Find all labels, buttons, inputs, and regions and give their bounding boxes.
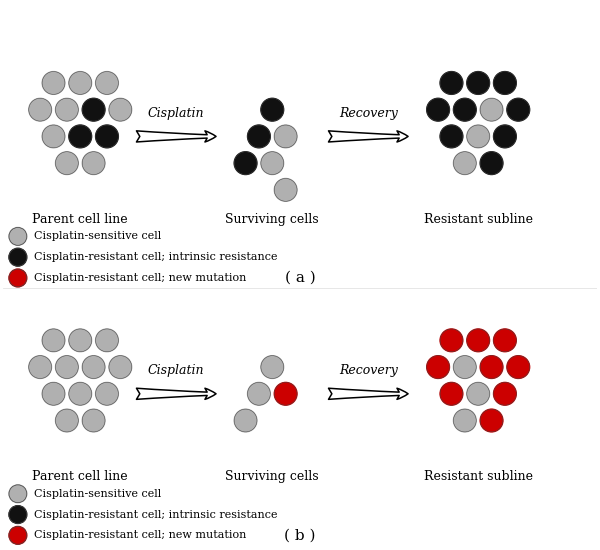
Circle shape: [55, 409, 78, 432]
Circle shape: [274, 179, 297, 201]
Circle shape: [467, 72, 490, 95]
Circle shape: [261, 356, 284, 378]
Circle shape: [29, 356, 52, 378]
Circle shape: [480, 152, 503, 174]
Circle shape: [95, 125, 118, 148]
Circle shape: [507, 98, 530, 121]
Text: Recovery: Recovery: [339, 107, 398, 119]
Circle shape: [494, 125, 516, 148]
Text: Cisplatin-resistant cell; new mutation: Cisplatin-resistant cell; new mutation: [34, 530, 246, 540]
Circle shape: [480, 356, 503, 378]
Circle shape: [261, 152, 284, 174]
Circle shape: [9, 526, 27, 544]
Text: Recovery: Recovery: [339, 364, 398, 377]
Circle shape: [467, 125, 490, 148]
Circle shape: [261, 98, 284, 121]
Text: Cisplatin-resistant cell; intrinsic resistance: Cisplatin-resistant cell; intrinsic resi…: [34, 509, 277, 520]
Text: Resistant subline: Resistant subline: [424, 213, 533, 225]
Circle shape: [440, 125, 463, 148]
Text: Surviving cells: Surviving cells: [226, 470, 319, 483]
Text: Cisplatin-resistant cell; new mutation: Cisplatin-resistant cell; new mutation: [34, 273, 246, 283]
Text: ( b ): ( b ): [284, 529, 316, 542]
Circle shape: [42, 329, 65, 351]
Circle shape: [440, 329, 463, 351]
Circle shape: [69, 382, 92, 405]
Circle shape: [467, 329, 490, 351]
Circle shape: [494, 72, 516, 95]
Circle shape: [82, 152, 105, 174]
Circle shape: [55, 152, 78, 174]
Text: Resistant subline: Resistant subline: [424, 470, 533, 483]
Circle shape: [248, 382, 271, 405]
Circle shape: [82, 98, 105, 121]
Circle shape: [95, 72, 118, 95]
Circle shape: [69, 125, 92, 148]
Circle shape: [494, 329, 516, 351]
Circle shape: [454, 98, 476, 121]
Circle shape: [248, 125, 271, 148]
Circle shape: [9, 269, 27, 287]
Circle shape: [69, 329, 92, 351]
Circle shape: [95, 382, 118, 405]
Circle shape: [55, 356, 78, 378]
Text: Parent cell line: Parent cell line: [32, 470, 128, 483]
Circle shape: [9, 248, 27, 266]
Circle shape: [9, 485, 27, 503]
Circle shape: [109, 356, 132, 378]
Circle shape: [82, 409, 105, 432]
Circle shape: [29, 98, 52, 121]
Circle shape: [440, 382, 463, 405]
Circle shape: [467, 382, 490, 405]
Text: Parent cell line: Parent cell line: [32, 213, 128, 225]
Text: Cisplatin-sensitive cell: Cisplatin-sensitive cell: [34, 232, 161, 241]
Circle shape: [9, 228, 27, 245]
Circle shape: [480, 409, 503, 432]
Circle shape: [234, 409, 257, 432]
Circle shape: [109, 98, 132, 121]
Text: Cisplatin-resistant cell; intrinsic resistance: Cisplatin-resistant cell; intrinsic resi…: [34, 252, 277, 262]
Circle shape: [234, 152, 257, 174]
Circle shape: [507, 356, 530, 378]
Circle shape: [42, 72, 65, 95]
Circle shape: [454, 152, 476, 174]
Circle shape: [55, 98, 78, 121]
Text: Cisplatin: Cisplatin: [148, 107, 205, 119]
Circle shape: [480, 98, 503, 121]
Circle shape: [274, 382, 297, 405]
Text: Cisplatin: Cisplatin: [148, 364, 205, 377]
Circle shape: [95, 329, 118, 351]
Circle shape: [42, 125, 65, 148]
Circle shape: [82, 356, 105, 378]
Circle shape: [9, 505, 27, 524]
Circle shape: [454, 356, 476, 378]
Circle shape: [274, 125, 297, 148]
Circle shape: [494, 382, 516, 405]
Circle shape: [427, 356, 449, 378]
Circle shape: [69, 72, 92, 95]
Circle shape: [42, 382, 65, 405]
Text: Cisplatin-sensitive cell: Cisplatin-sensitive cell: [34, 489, 161, 499]
Text: Surviving cells: Surviving cells: [226, 213, 319, 225]
Text: ( a ): ( a ): [284, 271, 316, 285]
Circle shape: [454, 409, 476, 432]
Circle shape: [440, 72, 463, 95]
Circle shape: [427, 98, 449, 121]
